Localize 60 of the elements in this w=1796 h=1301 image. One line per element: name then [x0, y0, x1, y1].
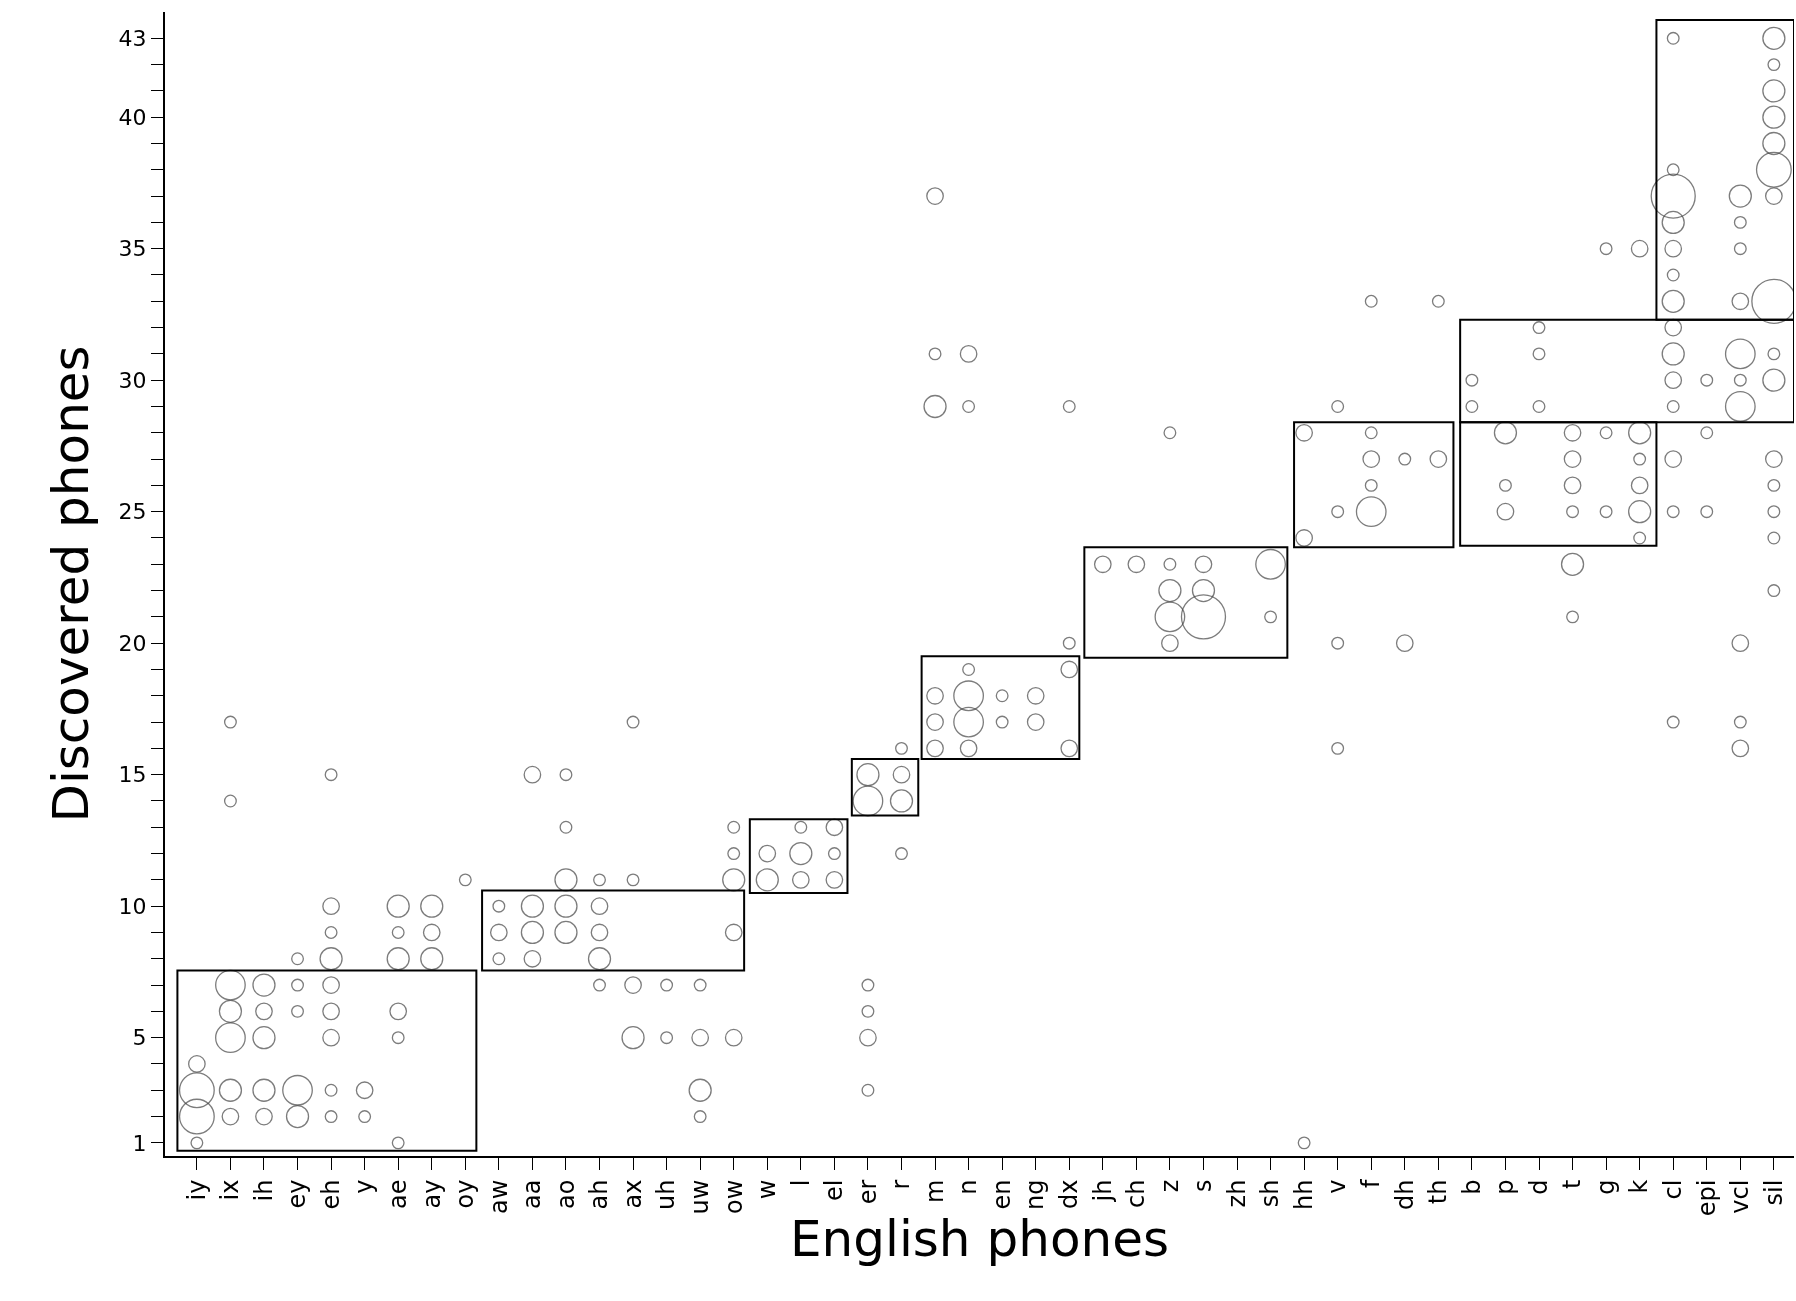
x-tick-label: zh [1222, 1179, 1251, 1208]
x-tick-label: th [1424, 1179, 1453, 1205]
x-tick-label: ao [551, 1179, 580, 1209]
y-tick-label: 43 [118, 26, 147, 51]
x-tick-label: t [1558, 1179, 1587, 1190]
x-tick-label: m [920, 1179, 949, 1203]
x-tick-label: ah [585, 1179, 614, 1210]
y-tick-label: 35 [118, 236, 147, 262]
y-tick-label: 10 [118, 893, 147, 919]
x-tick-label: epi [1692, 1179, 1721, 1217]
x-tick-label: iy [182, 1179, 211, 1201]
x-tick-label: aw [484, 1179, 513, 1214]
y-tick-label: 40 [118, 104, 147, 130]
x-tick-label: dx [1055, 1179, 1084, 1210]
x-tick-label: n [954, 1179, 983, 1195]
y-tick-label: 20 [118, 630, 147, 656]
x-tick-label: d [1524, 1179, 1553, 1195]
x-tick-label: ey [283, 1179, 312, 1209]
x-tick-label: el [820, 1179, 849, 1202]
x-tick-label: oy [451, 1179, 480, 1209]
x-tick-label: r [887, 1179, 916, 1190]
x-tick-label: eh [316, 1179, 345, 1210]
x-tick-label: en [987, 1179, 1016, 1210]
x-tick-label: uw [685, 1179, 714, 1215]
x-tick-label: v [1323, 1179, 1352, 1194]
x-tick-label: sh [1256, 1179, 1285, 1208]
x-tick-label: sil [1759, 1179, 1788, 1206]
x-tick-label: hh [1289, 1179, 1318, 1211]
x-tick-label: ae [383, 1179, 412, 1210]
x-tick-label: ih [249, 1179, 278, 1202]
x-tick-label: z [1155, 1179, 1184, 1193]
x-tick-label: ch [1122, 1179, 1151, 1209]
x-tick-label: l [786, 1179, 815, 1187]
x-tick-label: g [1591, 1179, 1620, 1195]
x-tick-label: vcl [1726, 1179, 1755, 1214]
x-tick-label: ng [1021, 1179, 1050, 1211]
x-tick-label: b [1457, 1179, 1486, 1195]
x-tick-label: ax [618, 1179, 647, 1209]
x-tick-label: dh [1390, 1179, 1419, 1211]
y-tick-label: 5 [132, 1025, 147, 1051]
x-tick-label: f [1357, 1179, 1386, 1189]
x-tick-label: w [753, 1179, 782, 1200]
x-tick-label: k [1625, 1179, 1654, 1194]
x-axis-title: English phones [790, 1210, 1169, 1269]
x-tick-label: p [1491, 1179, 1520, 1195]
y-axis-title: Discovered phones [42, 345, 101, 823]
x-tick-label: ay [417, 1179, 446, 1209]
x-tick-label: s [1189, 1179, 1218, 1193]
x-tick-label: jh [1088, 1179, 1117, 1203]
x-tick-label: ow [719, 1179, 748, 1214]
x-tick-label: cl [1659, 1179, 1688, 1200]
x-tick-label: er [853, 1179, 882, 1205]
x-tick-label: y [350, 1179, 379, 1194]
x-tick-label: ix [216, 1179, 245, 1201]
x-tick-label: aa [518, 1179, 547, 1210]
y-tick-label: 1 [132, 1130, 147, 1156]
x-tick-label: uh [652, 1179, 681, 1211]
y-tick-label: 30 [118, 367, 147, 393]
y-tick-label: 25 [118, 499, 147, 525]
y-tick-label: 15 [118, 762, 147, 788]
